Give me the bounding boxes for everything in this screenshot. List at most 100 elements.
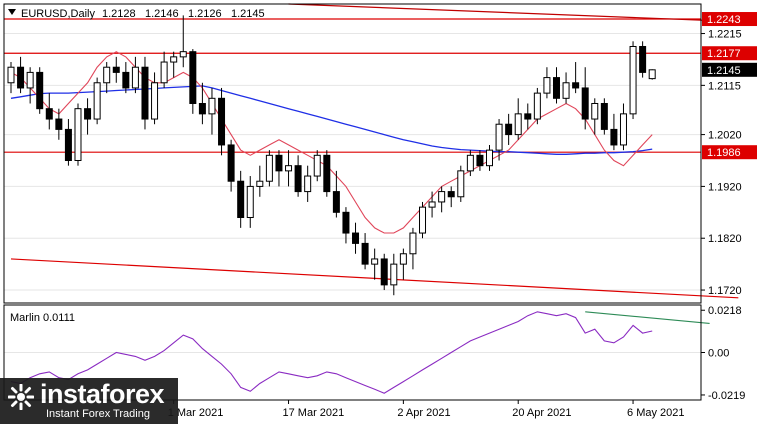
date-tick-label: 20 Apr 2021 [512,407,571,419]
trendline [288,3,739,23]
candle-bearish [572,82,580,89]
candle-bullish [256,180,264,187]
candle-bullish [160,61,168,84]
date-tick-label: 2 Apr 2021 [397,407,450,419]
candle-bearish [552,77,560,99]
moving-average-slow-line [10,85,653,155]
candle-bearish [639,45,647,73]
candle-bearish [17,66,25,89]
price-tick-label: 1.1920 [708,181,742,193]
candle-bearish [524,113,532,120]
collapse-triangle-icon[interactable] [8,9,16,15]
candle-bearish [36,71,44,110]
candle-bearish [342,211,350,234]
candle-bullish [246,185,254,218]
candle-bearish [581,87,589,120]
ohlc-high: 1.2146 [145,8,179,20]
candle-bullish [265,154,273,182]
candle-bearish [227,144,235,182]
candle-bullish [428,201,436,208]
candle-bullish [466,154,474,172]
ohlc-close: 1.2145 [231,8,265,20]
candle-bullish [495,123,503,151]
candle-bearish [505,123,513,136]
current-price-label: 1.2145 [707,65,741,77]
oscillator-label: Marlin 0.0111 [10,312,75,324]
candle-bullish [629,45,637,115]
candle-bearish [275,154,283,172]
level-price-label: 1.1986 [707,147,741,159]
candle-bullish [562,82,570,99]
candle-bullish [313,154,321,177]
candle-bullish [93,82,101,120]
instaforex-logo-name: instaforex [40,379,165,409]
candle-bearish [476,154,484,167]
candle-bearish [380,258,388,286]
candle-bullish [399,253,407,265]
level-price-label: 1.2177 [707,48,741,60]
candle-bullish [390,263,398,286]
price-pane-frame [3,3,702,304]
candle-bullish [26,71,34,89]
candle-bearish [352,232,360,244]
candle-bearish [332,191,340,213]
moving-average-fast-line [10,51,653,234]
candle-bullish [438,191,446,203]
candle-bullish [170,56,178,63]
price-tick-label: 1.1720 [708,285,742,297]
level-price-badge [702,145,757,160]
candle-bearish [237,180,245,218]
candle-bearish [55,118,63,130]
oscillator-tick-label: 0.00 [708,348,729,360]
current-price-badge [702,62,757,77]
candle-bullish [419,206,427,234]
date-tick-label: 1 Mar 2021 [168,407,224,419]
candle-bullish [619,113,627,146]
candle-bullish [7,66,15,84]
level-price-badge [702,46,757,61]
candle-bearish [141,66,149,120]
price-tick-label: 1.1820 [708,233,742,245]
candle-bearish [122,71,130,89]
candle-bearish [189,51,197,104]
ohlc-open: 1.2128 [102,8,136,20]
candle-bullish [591,102,599,120]
candle-bearish [84,108,92,120]
date-tick-label: 6 May 2021 [627,407,684,419]
instaforex-watermark: instaforex Instant Forex Trading [0,378,178,424]
oscillator-tick-label: 0.0218 [708,305,742,317]
candle-bullish [151,82,159,120]
candle-bearish [361,242,369,265]
candle-bullish [409,232,417,255]
candle-bullish [208,97,216,115]
level-price-badge [702,12,757,27]
candle-bearish [218,97,226,146]
candle-bullish [543,77,551,94]
price-tick-label: 1.2020 [708,130,742,142]
candle-bullish [457,170,465,198]
candle-bullish [304,175,312,193]
candle-bearish [323,154,331,193]
candle-bearish [45,108,53,120]
candle-bullish [486,149,493,167]
candle-bearish [112,66,120,73]
oscillator-tick-label: -0.0219 [708,390,745,402]
candle-bullish [533,92,541,120]
candle-bullish [371,258,379,265]
candle-bearish [600,102,608,130]
level-price-label: 1.2243 [707,14,741,26]
instaforex-tagline: Instant Forex Trading [46,408,150,420]
candle-bearish [610,128,618,146]
candle-bullish [648,69,656,80]
candle-bullish [179,51,187,58]
candle-bullish [74,108,82,161]
candle-bullish [285,165,293,172]
price-tick-label: 1.2215 [708,29,742,41]
ohlc-low: 1.2126 [188,8,222,20]
candle-bearish [198,102,206,115]
candle-bearish [294,165,302,193]
candle-bearish [447,191,455,198]
candle-bullish [103,66,111,84]
